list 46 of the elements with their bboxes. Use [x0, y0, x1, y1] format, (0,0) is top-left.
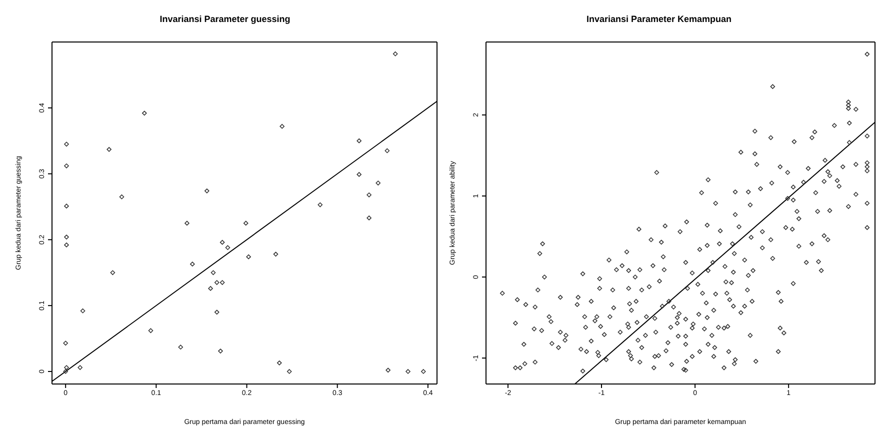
point: [63, 340, 68, 346]
point: [208, 286, 213, 291]
point: [214, 310, 220, 315]
point: [366, 192, 372, 198]
point: [64, 234, 69, 240]
chart-title: Invariansi Parameter Kemampuan: [585, 13, 733, 26]
point: [366, 216, 372, 220]
point: [384, 148, 390, 154]
point: [106, 147, 112, 152]
point: [318, 202, 323, 208]
point: [276, 360, 282, 366]
point: [64, 365, 69, 370]
point: [280, 124, 284, 129]
point: [356, 172, 362, 177]
point: [392, 51, 398, 56]
point: [406, 369, 410, 374]
point: [148, 328, 154, 334]
point: [142, 110, 147, 116]
point: [119, 194, 124, 200]
point: [178, 344, 184, 350]
point: [376, 180, 381, 186]
point: [220, 280, 225, 285]
point: [225, 245, 230, 250]
point: [190, 262, 195, 266]
point: [246, 254, 251, 260]
point: [78, 365, 82, 370]
point: [218, 348, 223, 354]
point: [421, 369, 426, 374]
point: [204, 188, 210, 194]
point: [63, 369, 68, 374]
point: [286, 369, 292, 374]
point: [64, 242, 69, 248]
point: [214, 280, 220, 285]
point: [110, 270, 116, 276]
point: [356, 138, 362, 144]
point: [64, 163, 69, 168]
point: [64, 142, 69, 147]
point: [220, 240, 225, 245]
point: [210, 270, 216, 276]
point: [386, 368, 390, 373]
point: [184, 220, 190, 226]
point: [243, 220, 248, 226]
point: [64, 204, 69, 208]
chart-title: Invariansi Parameter guessing: [158, 13, 292, 26]
point: [80, 308, 86, 314]
point: [273, 252, 278, 257]
